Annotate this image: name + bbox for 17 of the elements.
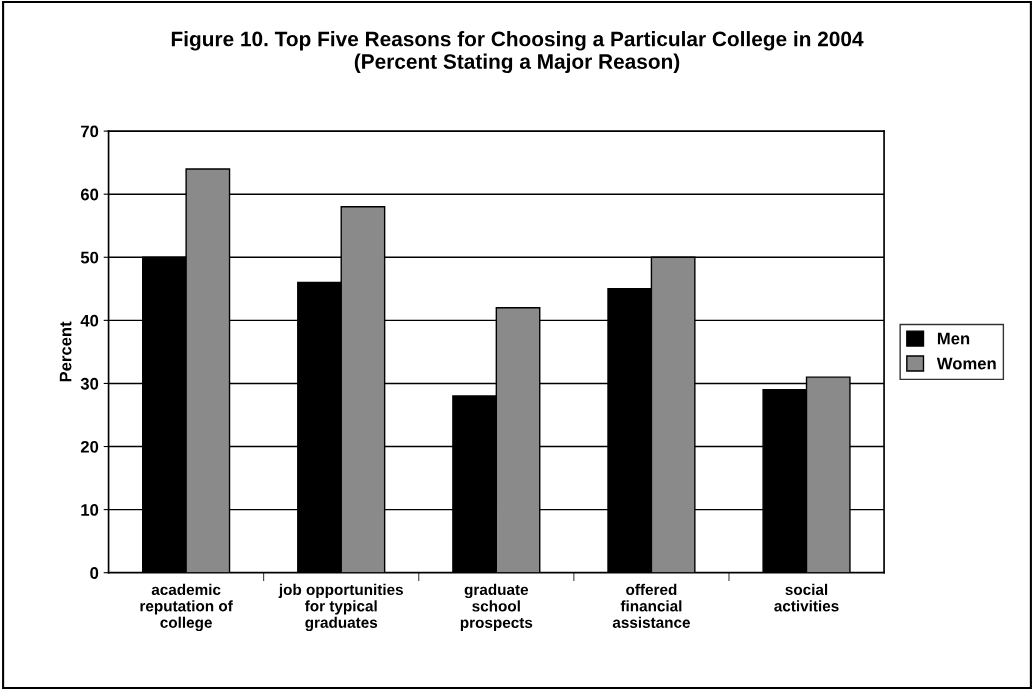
y-tick-label: 10 [81, 504, 99, 516]
legend-label: Women [936, 357, 996, 370]
legend-label: Men [937, 332, 970, 345]
y-tick-label: 50 [80, 251, 99, 264]
y-tick-label: 30 [80, 377, 99, 390]
y-tick-label: 60 [80, 188, 99, 201]
x-tick-label: social activities [774, 583, 839, 612]
x-tick-label: offered financial assistance [612, 583, 690, 628]
x-tick-label: academic reputation of college [140, 583, 233, 632]
y-axis-title: Percent [59, 321, 72, 382]
x-tick-label: graduate school prospects [460, 583, 533, 632]
y-tick-label: 20 [80, 440, 99, 453]
chart-title: Figure 10. Top Five Reasons for Choosing a Particular College in 2004 (Percent Stating a Major Reason) [171, 31, 864, 74]
y-tick-label: 70 [81, 125, 99, 138]
y-tick-label: 40 [80, 314, 99, 327]
y-tick-label: 0 [90, 567, 99, 579]
x-tick-label: job opportunities for typical graduates [278, 583, 403, 632]
